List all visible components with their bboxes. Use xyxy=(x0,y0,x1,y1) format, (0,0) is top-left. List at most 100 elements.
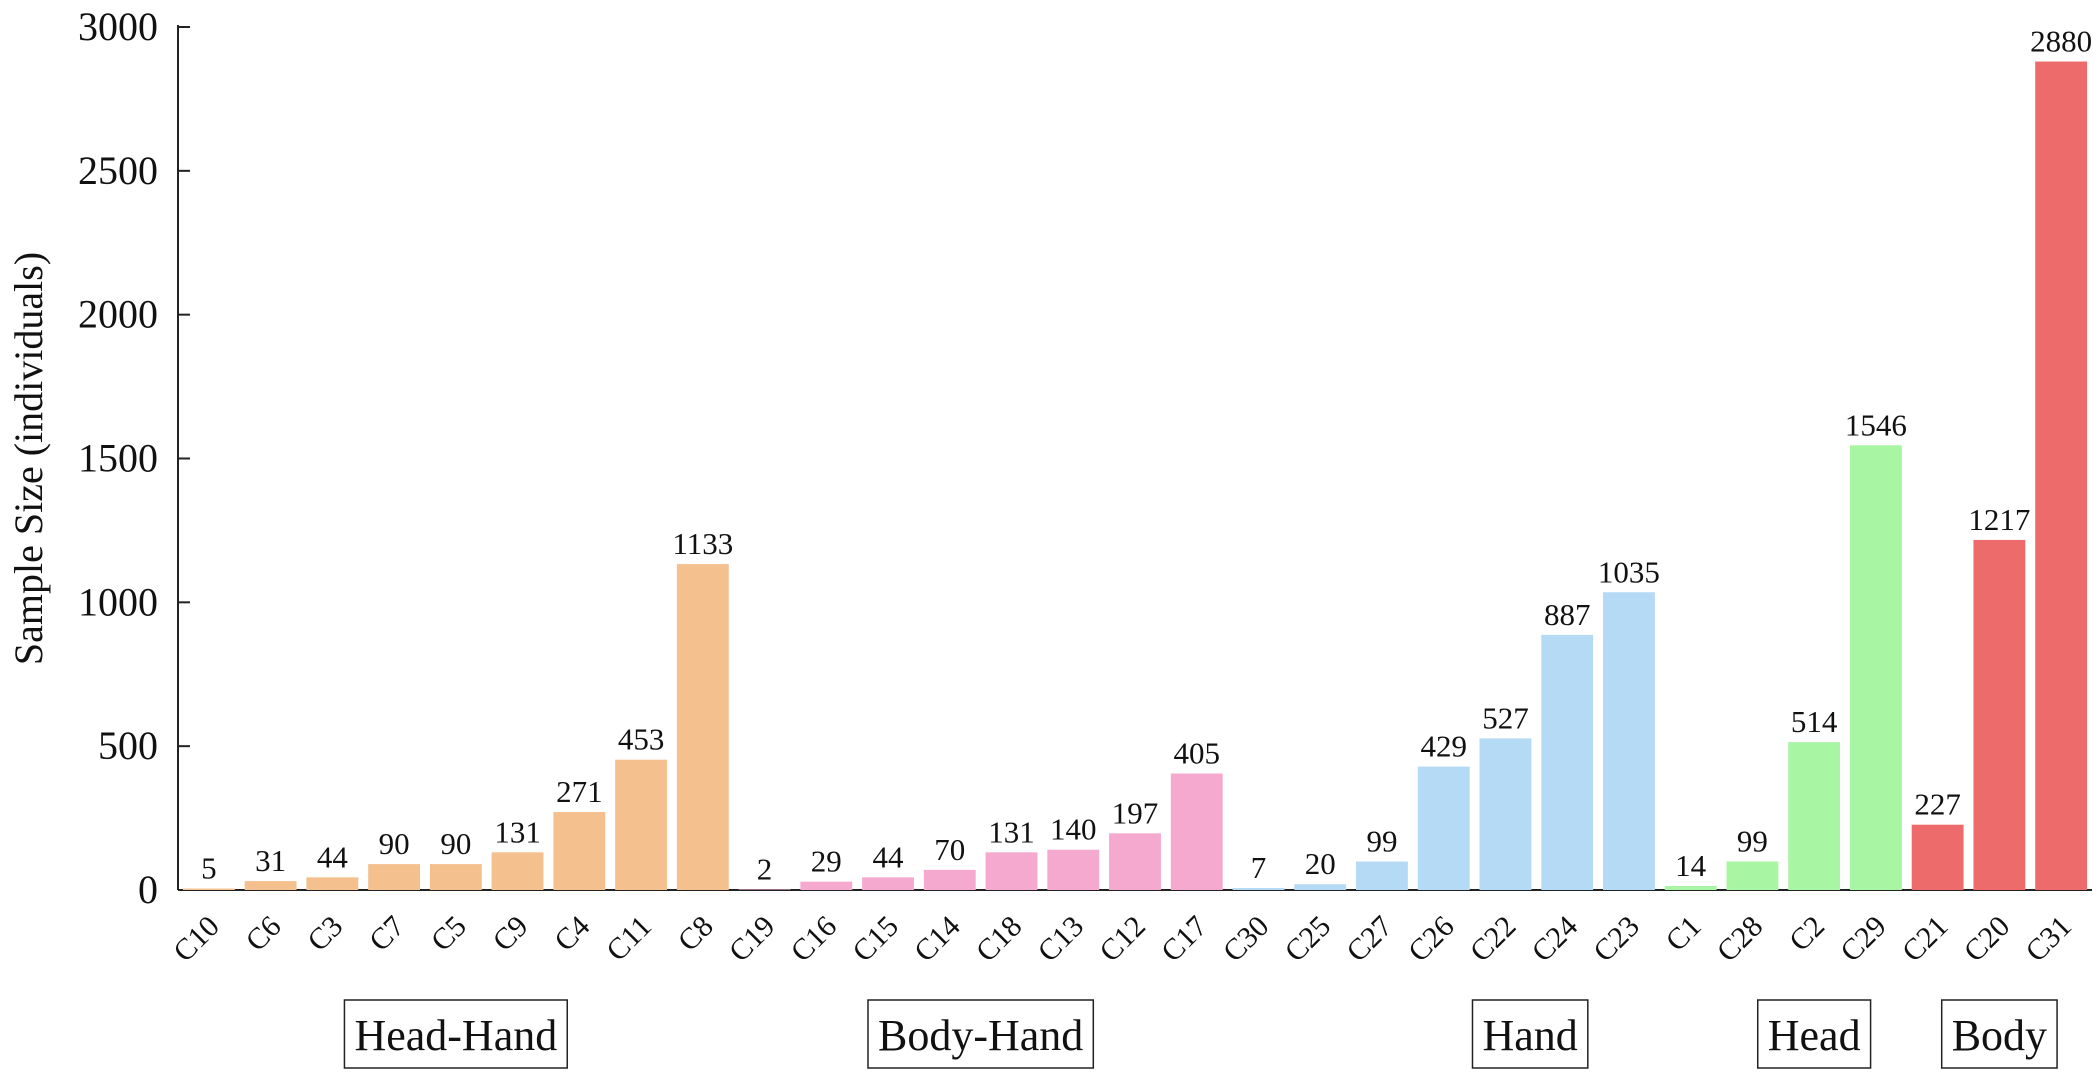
y-tick-label: 2500 xyxy=(78,148,158,193)
group-label-box-head-hand xyxy=(343,999,568,1069)
data-label-C22: 527 xyxy=(1482,700,1529,735)
y-tick-label: 3000 xyxy=(78,4,158,49)
data-label-C30: 7 xyxy=(1251,850,1267,885)
bar-C8 xyxy=(676,564,729,890)
x-tick-label-C4: C4 xyxy=(548,910,596,958)
group-label-box-body-hand xyxy=(867,999,1095,1069)
data-label-C21: 227 xyxy=(1914,787,1961,822)
group-label-head: Head xyxy=(1768,1011,1861,1060)
y-tick-label: 0 xyxy=(138,867,158,912)
bar-C11 xyxy=(615,759,667,890)
y-tick-label: 1500 xyxy=(78,436,158,481)
bar-C21 xyxy=(1911,824,1964,890)
x-tick-label-C21: C21 xyxy=(1896,910,1955,969)
data-label-C11: 453 xyxy=(618,722,665,757)
x-tick-label-C22: C22 xyxy=(1464,910,1523,969)
data-label-C9: 131 xyxy=(494,814,541,849)
data-label-C18: 131 xyxy=(988,814,1035,849)
x-tick-label-C30: C30 xyxy=(1217,910,1276,969)
data-label-C24: 887 xyxy=(1544,597,1591,632)
bar-C1 xyxy=(1664,885,1717,890)
x-tick-label-C7: C7 xyxy=(363,910,411,958)
group-label-body-hand: Body-Hand xyxy=(878,1011,1083,1060)
bar-C15 xyxy=(862,877,914,890)
x-tick-label-C5: C5 xyxy=(425,910,473,958)
bar-C12 xyxy=(1109,833,1161,890)
bar-C6 xyxy=(244,881,297,890)
x-tick-label-C10: C10 xyxy=(167,910,226,969)
data-label-C4: 271 xyxy=(556,774,603,809)
x-tick-label-C14: C14 xyxy=(908,910,967,969)
bar-C13 xyxy=(1047,849,1100,890)
bar-C24 xyxy=(1541,634,1594,890)
bar-C27 xyxy=(1356,861,1408,890)
x-tick-label-C24: C24 xyxy=(1525,910,1584,969)
bar-C30 xyxy=(1232,887,1285,890)
data-label-C17: 405 xyxy=(1173,735,1220,770)
data-label-C1: 14 xyxy=(1675,848,1707,883)
group-label-hand: Hand xyxy=(1482,1011,1577,1060)
bar-C25 xyxy=(1294,884,1347,890)
x-tick-label-C16: C16 xyxy=(785,910,844,969)
x-tick-label-C18: C18 xyxy=(970,910,1029,969)
data-label-C2: 514 xyxy=(1791,704,1838,739)
y-tick-label: 1000 xyxy=(78,579,158,624)
group-label-body: Body xyxy=(1952,1011,2047,1060)
x-tick-label-C27: C27 xyxy=(1340,910,1399,969)
data-label-C16: 29 xyxy=(811,844,842,879)
bar-C19 xyxy=(738,889,791,890)
x-tick-label-C9: C9 xyxy=(486,910,534,958)
x-tick-label-C23: C23 xyxy=(1587,910,1646,969)
bar-C17 xyxy=(1170,773,1223,890)
data-label-C15: 44 xyxy=(873,839,905,874)
data-label-C25: 20 xyxy=(1305,846,1336,881)
bar-C31 xyxy=(2035,61,2088,890)
bar-C16 xyxy=(800,881,853,890)
y-tick-label: 500 xyxy=(98,723,158,768)
data-label-C23: 1035 xyxy=(1598,554,1660,589)
x-tick-label-C26: C26 xyxy=(1402,910,1461,969)
group-label-box-head xyxy=(1756,999,1872,1069)
bar-C22 xyxy=(1479,738,1532,890)
x-tick-label-C29: C29 xyxy=(1834,910,1893,969)
bar-C7 xyxy=(368,864,421,890)
x-tick-label-C25: C25 xyxy=(1278,910,1337,969)
bar-C2 xyxy=(1788,742,1841,890)
bar-C29 xyxy=(1849,445,1902,890)
data-label-C10: 5 xyxy=(201,851,217,886)
bar-C26 xyxy=(1417,766,1470,890)
group-label-box-hand xyxy=(1471,999,1589,1069)
data-label-C29: 1546 xyxy=(1845,407,1907,442)
bar-C5 xyxy=(429,864,482,890)
group-label-head-hand: Head-Hand xyxy=(354,1011,557,1060)
x-tick-label-C2: C2 xyxy=(1783,910,1831,958)
data-label-C28: 99 xyxy=(1737,824,1768,859)
x-tick-label-C20: C20 xyxy=(1958,910,2017,969)
x-tick-label-C17: C17 xyxy=(1155,910,1214,969)
bar-C3 xyxy=(306,877,359,890)
bar-C18 xyxy=(985,852,1038,890)
group-label-box-body xyxy=(1940,999,2058,1069)
data-label-C7: 90 xyxy=(379,826,410,861)
data-label-C27: 99 xyxy=(1366,824,1397,859)
data-label-C13: 140 xyxy=(1050,812,1097,847)
x-tick-label-C13: C13 xyxy=(1032,910,1091,969)
data-label-C5: 90 xyxy=(440,826,471,861)
data-label-C20: 1217 xyxy=(1968,502,2030,537)
data-label-C26: 429 xyxy=(1420,729,1467,764)
data-label-C31: 2880 xyxy=(2030,24,2092,59)
x-tick-label-C12: C12 xyxy=(1093,910,1152,969)
bar-C23 xyxy=(1603,592,1655,890)
data-label-C3: 44 xyxy=(317,839,349,874)
x-tick-label-C8: C8 xyxy=(672,910,720,958)
bar-C10 xyxy=(182,888,235,890)
bar-C20 xyxy=(1973,539,2026,890)
data-label-C6: 31 xyxy=(255,843,286,878)
x-tick-label-C28: C28 xyxy=(1711,910,1770,969)
data-label-C14: 70 xyxy=(934,832,965,867)
x-tick-label-C15: C15 xyxy=(846,910,905,969)
data-label-C8: 1133 xyxy=(672,526,733,561)
bar-C28 xyxy=(1726,861,1779,890)
